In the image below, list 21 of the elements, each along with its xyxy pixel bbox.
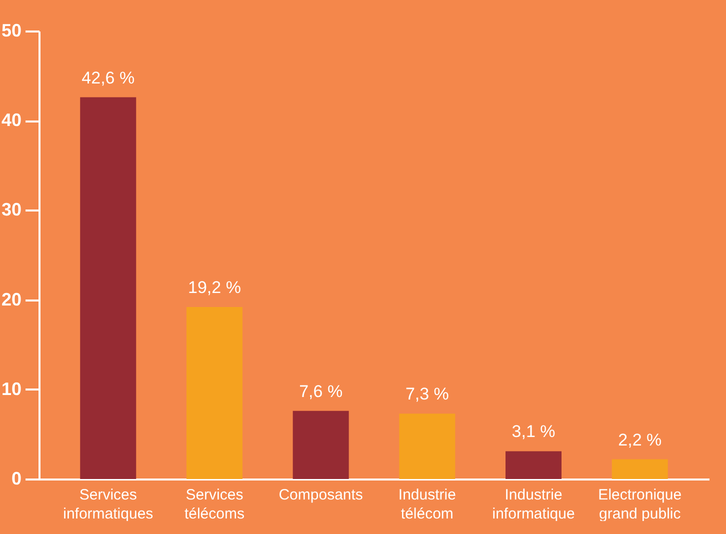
data-label: 42,6 % bbox=[82, 68, 135, 88]
y-tick-label: 20 bbox=[1, 289, 22, 310]
x-tick-label: Industrie télécom bbox=[398, 486, 456, 522]
x-tick-label: Services télécoms bbox=[184, 486, 244, 522]
data-label: 19,2 % bbox=[188, 278, 241, 297]
data-label: 2,2 % bbox=[618, 430, 662, 450]
bar bbox=[399, 414, 456, 479]
y-tick-label: 30 bbox=[1, 200, 22, 220]
bar bbox=[612, 459, 668, 479]
bar bbox=[80, 97, 136, 479]
bar bbox=[506, 451, 562, 479]
x-tick-label: Composants bbox=[278, 486, 363, 504]
y-tick-label: 10 bbox=[1, 378, 22, 399]
data-label: 7,6 % bbox=[299, 382, 343, 401]
bar bbox=[292, 410, 349, 479]
y-tick-label: 50 bbox=[1, 20, 22, 40]
y-tick-label: 0 bbox=[11, 468, 22, 488]
y-tick-label: 40 bbox=[1, 110, 22, 130]
data-label: 7,3 % bbox=[405, 384, 449, 404]
data-label: 3,1 % bbox=[512, 422, 556, 442]
bar bbox=[186, 306, 242, 479]
